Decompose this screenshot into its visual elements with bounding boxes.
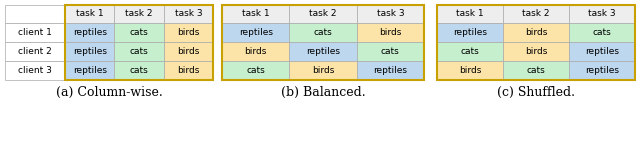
Text: task 1: task 1: [456, 9, 484, 18]
Text: reptiles: reptiles: [73, 47, 107, 56]
Text: client 2: client 2: [18, 47, 52, 56]
Text: cats: cats: [527, 66, 545, 75]
Text: (c) Shuffled.: (c) Shuffled.: [497, 86, 575, 99]
Text: birds: birds: [177, 66, 200, 75]
Text: client 3: client 3: [18, 66, 52, 75]
Text: client 1: client 1: [18, 28, 52, 37]
Text: reptiles: reptiles: [585, 66, 619, 75]
Text: task 3: task 3: [376, 9, 404, 18]
Text: cats: cats: [381, 47, 400, 56]
Text: task 2: task 2: [522, 9, 550, 18]
Text: cats: cats: [593, 28, 611, 37]
Text: (b) Balanced.: (b) Balanced.: [281, 86, 365, 99]
Text: birds: birds: [244, 47, 267, 56]
Text: task 3: task 3: [588, 9, 616, 18]
Text: birds: birds: [459, 66, 481, 75]
Text: (a) Column-wise.: (a) Column-wise.: [56, 86, 163, 99]
Text: birds: birds: [525, 28, 547, 37]
Text: birds: birds: [525, 47, 547, 56]
Text: cats: cats: [246, 66, 265, 75]
Text: reptiles: reptiles: [453, 28, 487, 37]
Text: cats: cats: [314, 28, 332, 37]
Text: cats: cats: [130, 28, 148, 37]
Text: birds: birds: [177, 28, 200, 37]
Text: task 3: task 3: [175, 9, 202, 18]
Text: task 1: task 1: [76, 9, 104, 18]
Text: birds: birds: [177, 47, 200, 56]
Text: task 1: task 1: [242, 9, 269, 18]
Text: cats: cats: [130, 66, 148, 75]
Text: reptiles: reptiles: [239, 28, 273, 37]
Text: cats: cats: [461, 47, 479, 56]
Text: reptiles: reptiles: [373, 66, 407, 75]
Text: reptiles: reptiles: [73, 28, 107, 37]
Text: cats: cats: [130, 47, 148, 56]
Text: reptiles: reptiles: [585, 47, 619, 56]
Text: task 2: task 2: [125, 9, 153, 18]
Text: birds: birds: [379, 28, 401, 37]
Text: reptiles: reptiles: [306, 47, 340, 56]
Text: reptiles: reptiles: [73, 66, 107, 75]
Text: birds: birds: [312, 66, 334, 75]
Text: task 2: task 2: [309, 9, 337, 18]
